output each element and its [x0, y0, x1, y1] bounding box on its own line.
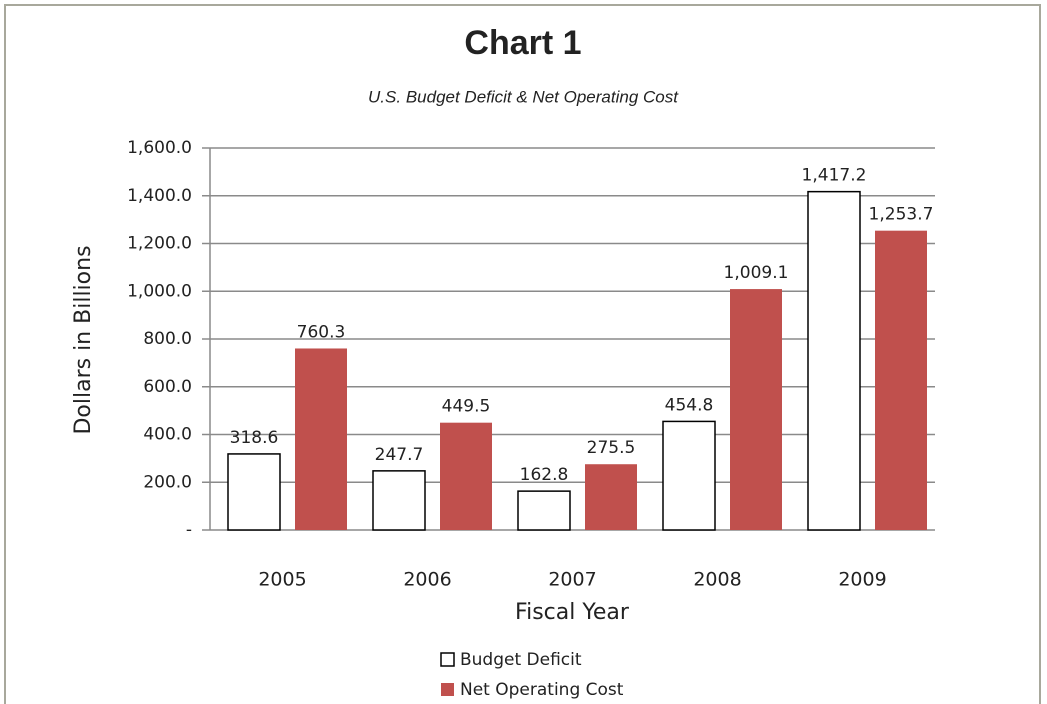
- bar: [807, 190, 861, 531]
- bar: [585, 464, 637, 530]
- y-axis-label: Dollars in Billions: [71, 245, 96, 434]
- y-tick-label: 1,400.0: [127, 186, 192, 206]
- y-tick-label: 1,000.0: [127, 281, 192, 301]
- bar: [875, 230, 927, 530]
- y-tick-label: 1,200.0: [127, 234, 192, 254]
- data-label: 1,417.2: [802, 166, 867, 186]
- bar: [295, 348, 347, 530]
- x-axis-label: Fiscal Year: [515, 600, 630, 625]
- bar: [227, 453, 281, 531]
- chart-title: Chart 1: [464, 24, 581, 62]
- bar: [372, 470, 426, 531]
- y-tick-label: 400.0: [143, 425, 192, 445]
- data-label: 247.7: [375, 445, 424, 465]
- y-tick-label: -: [186, 520, 192, 540]
- y-tick-label: 800.0: [143, 329, 192, 349]
- data-label: 318.6: [230, 428, 279, 448]
- x-tick-label: 2008: [693, 569, 741, 591]
- y-tick-label: 200.0: [143, 472, 192, 492]
- x-tick-label: 2007: [548, 569, 596, 591]
- data-label: 449.5: [442, 397, 491, 417]
- data-label: 275.5: [587, 438, 636, 458]
- y-tick-label: 1,600.0: [127, 138, 192, 158]
- data-label: 454.8: [665, 395, 714, 415]
- legend-swatch: [440, 652, 455, 667]
- legend-label: Budget Deficit: [460, 650, 582, 670]
- x-tick-label: 2009: [838, 569, 886, 591]
- data-label: 162.8: [520, 465, 569, 485]
- bar: [662, 420, 716, 531]
- bar: [730, 289, 782, 530]
- x-tick-label: 2006: [403, 569, 451, 591]
- data-label: 760.3: [297, 322, 346, 342]
- x-tick-label: 2005: [258, 569, 306, 591]
- y-tick-label: 600.0: [143, 377, 192, 397]
- bar: [440, 422, 492, 530]
- data-label: 1,009.1: [724, 263, 789, 283]
- chart-subtitle: U.S. Budget Deficit & Net Operating Cost: [368, 87, 679, 106]
- legend-swatch: [441, 683, 454, 696]
- data-label: 1,253.7: [869, 205, 934, 225]
- legend-label: Net Operating Cost: [460, 680, 624, 700]
- frame: [4, 4, 1041, 704]
- bar: [517, 490, 571, 531]
